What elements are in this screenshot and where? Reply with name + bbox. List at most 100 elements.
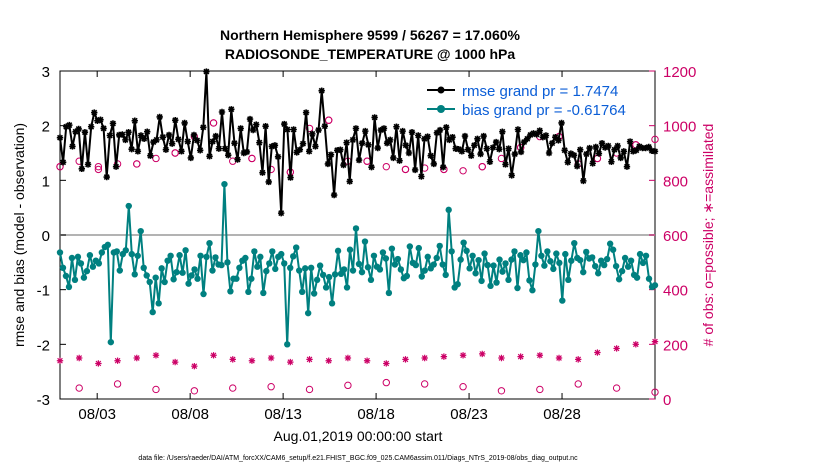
bias-point <box>535 227 542 235</box>
bias-point <box>203 253 210 261</box>
bias-point <box>304 309 312 317</box>
chart-title-line2: RADIOSONDE_TEMPERATURE @ 1000 hPa <box>225 46 516 62</box>
bias-point <box>571 240 578 247</box>
bias-point <box>307 264 315 271</box>
rmse-point <box>443 124 450 131</box>
obs-assimilated-marker <box>632 341 640 348</box>
obs-assimilated-marker <box>536 352 544 359</box>
obs-possible_upper-marker <box>651 135 659 144</box>
bias-point <box>257 253 264 261</box>
bias-point <box>469 252 476 259</box>
bias-point <box>367 276 375 284</box>
rmse-point <box>144 128 151 135</box>
bias-point <box>316 262 324 269</box>
bias-point <box>218 261 225 269</box>
rmse-point <box>306 148 313 155</box>
rmse-point <box>542 132 550 139</box>
right-tick-label: 0 <box>663 392 671 409</box>
bias-point <box>568 257 575 264</box>
bias-point <box>278 250 285 258</box>
bias-point <box>200 290 207 298</box>
bias-point <box>328 300 336 307</box>
bias-point <box>600 261 608 269</box>
right-tick-label: 200 <box>663 337 688 354</box>
obs-assimilated-marker <box>75 354 83 362</box>
obs-possible-marker <box>113 380 122 388</box>
rmse-point <box>577 146 584 153</box>
bias-point <box>293 244 300 251</box>
rmse-point <box>383 139 391 147</box>
obs-possible_upper-marker <box>171 149 179 157</box>
obs-assimilated-marker <box>517 353 524 360</box>
bias-point <box>65 283 73 291</box>
rmse-point <box>193 137 201 144</box>
rmse-point <box>237 125 244 132</box>
rmse-point <box>527 131 534 139</box>
obs-possible-marker <box>574 380 582 388</box>
bias-point <box>454 281 461 288</box>
obs-assimilated-marker <box>363 357 371 364</box>
bias-point <box>472 270 479 277</box>
right-tick-label: 1000 <box>663 119 696 136</box>
rmse-point <box>564 159 571 166</box>
bias-point <box>505 276 512 284</box>
rmse-point <box>480 132 487 140</box>
rmse-point <box>256 139 263 146</box>
bias-point <box>251 248 258 255</box>
obs-possible-marker <box>497 387 506 395</box>
bias-point <box>406 243 414 250</box>
obs-assimilated-marker <box>555 354 563 362</box>
rmse-point <box>608 158 615 165</box>
bias-point <box>161 278 168 286</box>
bias-point <box>514 284 521 292</box>
bias-point <box>442 271 449 279</box>
rmse-point <box>415 132 422 139</box>
rmse-point <box>327 151 335 158</box>
bias-point <box>436 242 443 250</box>
rmse-point <box>324 160 332 168</box>
rmse-point <box>66 121 73 129</box>
rmse-point <box>321 123 328 130</box>
obs-assimilated-marker <box>95 360 102 367</box>
bias-point <box>376 266 384 273</box>
rmse-point <box>231 139 238 147</box>
rmse-point <box>424 133 431 140</box>
rmse-point <box>109 120 117 127</box>
x-tick-label: 08/08 <box>171 406 209 423</box>
x-tick-label: 08/13 <box>264 406 302 423</box>
bias-point <box>104 241 112 249</box>
rmse-point <box>69 143 76 150</box>
rmse-point <box>137 132 145 139</box>
bias-point <box>352 225 360 232</box>
bias-point <box>179 269 186 276</box>
left-tick-label: 2 <box>42 119 50 136</box>
bias-point <box>263 267 270 275</box>
bias-point <box>346 246 354 253</box>
bias-point <box>197 252 204 259</box>
rmse-point <box>430 160 438 168</box>
rmse-point <box>156 113 163 121</box>
rmse-point <box>259 169 266 176</box>
rmse-point <box>595 150 603 157</box>
bias-point <box>481 250 488 257</box>
rmse-point <box>511 150 519 158</box>
bias-point <box>580 268 587 276</box>
bias-point <box>134 252 141 259</box>
rmse-point <box>253 121 260 128</box>
bias-point <box>529 287 536 294</box>
rmse-point <box>617 154 624 162</box>
rmse-point <box>271 142 279 149</box>
rmse-point <box>486 158 494 165</box>
bias-point <box>627 257 635 264</box>
rmse-point <box>421 135 428 142</box>
bias-point <box>388 245 396 252</box>
obs-possible-marker <box>75 384 83 392</box>
rmse-point <box>446 136 453 144</box>
obs-assimilated-marker <box>133 354 140 362</box>
obs-assimilated-marker <box>191 363 198 370</box>
rmse-point <box>153 136 160 144</box>
bias-point <box>68 254 76 262</box>
bias-point <box>394 255 402 263</box>
rmse-point <box>165 131 173 139</box>
bias-point <box>642 252 650 259</box>
